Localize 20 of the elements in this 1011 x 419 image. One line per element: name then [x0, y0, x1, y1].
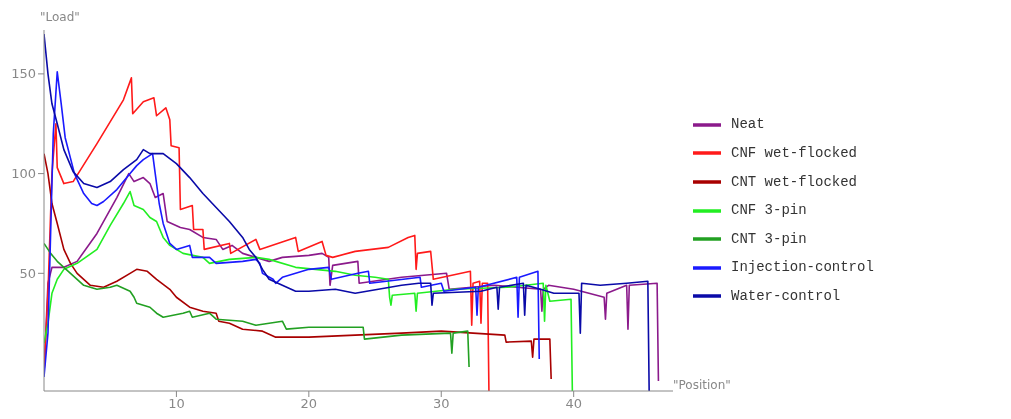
x-tick-label: 30 — [432, 396, 450, 412]
legend-label: CNF wet-flocked — [731, 145, 858, 162]
legend-label: CNF 3-pin — [731, 202, 807, 219]
x-tick-label: 40 — [565, 396, 582, 412]
y-axis-title: "Load" — [40, 10, 80, 24]
line-series — [44, 172, 660, 382]
x-tick-label: 20 — [300, 396, 318, 412]
x-tick-label: 10 — [168, 396, 185, 412]
legend-label: Neat — [731, 116, 765, 133]
legend-label: CNT wet-flocked — [731, 173, 858, 190]
line-series — [44, 77, 490, 391]
x-axis-title: "Position" — [673, 378, 731, 392]
y-tick-label: 50 — [19, 265, 36, 281]
line-series — [44, 242, 470, 368]
y-tick-label: 100 — [11, 166, 36, 182]
line-series — [44, 190, 574, 391]
legend-label: CNT 3-pin — [731, 230, 807, 247]
y-tick-label: 150 — [11, 66, 36, 82]
legend-label: Water-control — [731, 287, 841, 304]
legend-label: Injection-control — [731, 259, 874, 276]
